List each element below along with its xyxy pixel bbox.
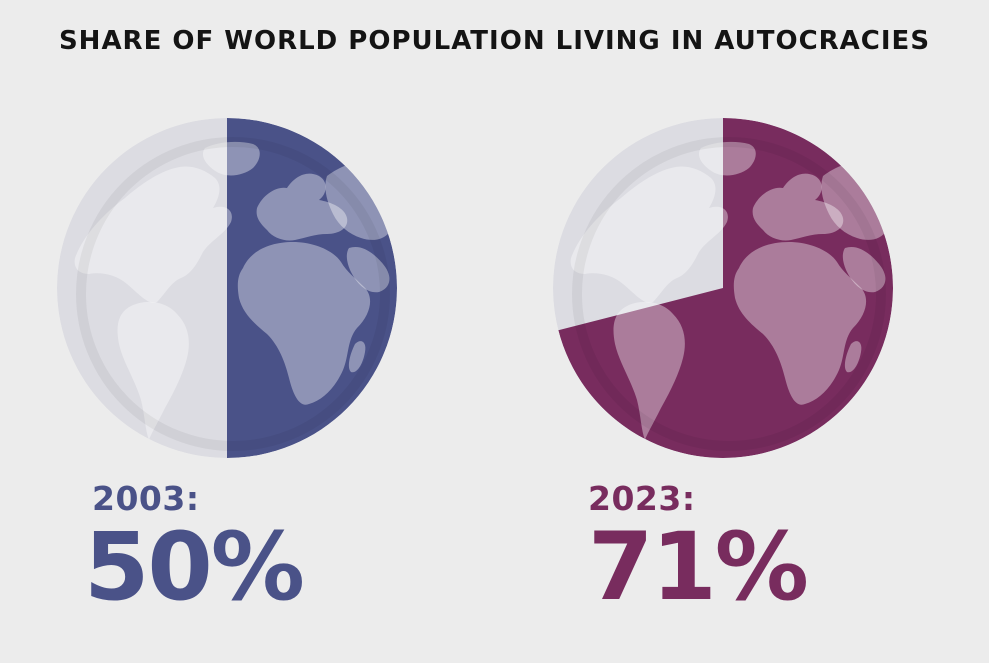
globe-svg [553, 118, 893, 458]
continent-middle-east [346, 246, 390, 293]
autocracy-share-wedge [558, 118, 893, 458]
continent-europe [256, 173, 348, 241]
globe-2003 [57, 118, 397, 458]
continent-africa [237, 242, 371, 405]
value-label-2023: 71% [588, 513, 809, 622]
continent-europe [752, 173, 844, 241]
continent-madagascar [844, 341, 862, 373]
globe-shade [572, 137, 886, 451]
globe-svg [57, 118, 397, 458]
value-label-2003: 50% [84, 513, 305, 622]
continent-north-america [570, 166, 728, 303]
year-label-2023: 2023: [588, 479, 696, 518]
continent-africa [733, 242, 867, 405]
autocracy-share-wedge [227, 118, 397, 458]
continent-south-america [117, 301, 189, 440]
continent-middle-east [842, 246, 886, 293]
continent-madagascar [348, 341, 366, 373]
chart-title: SHARE OF WORLD POPULATION LIVING IN AUTO… [58, 26, 931, 56]
continent-south-america [613, 301, 685, 440]
continent-greenland [698, 141, 756, 176]
continent-greenland [202, 141, 260, 176]
globe-shade [76, 137, 390, 451]
globe-2023 [553, 118, 893, 458]
continent-north-america [74, 166, 232, 303]
year-label-2003: 2003: [92, 479, 200, 518]
